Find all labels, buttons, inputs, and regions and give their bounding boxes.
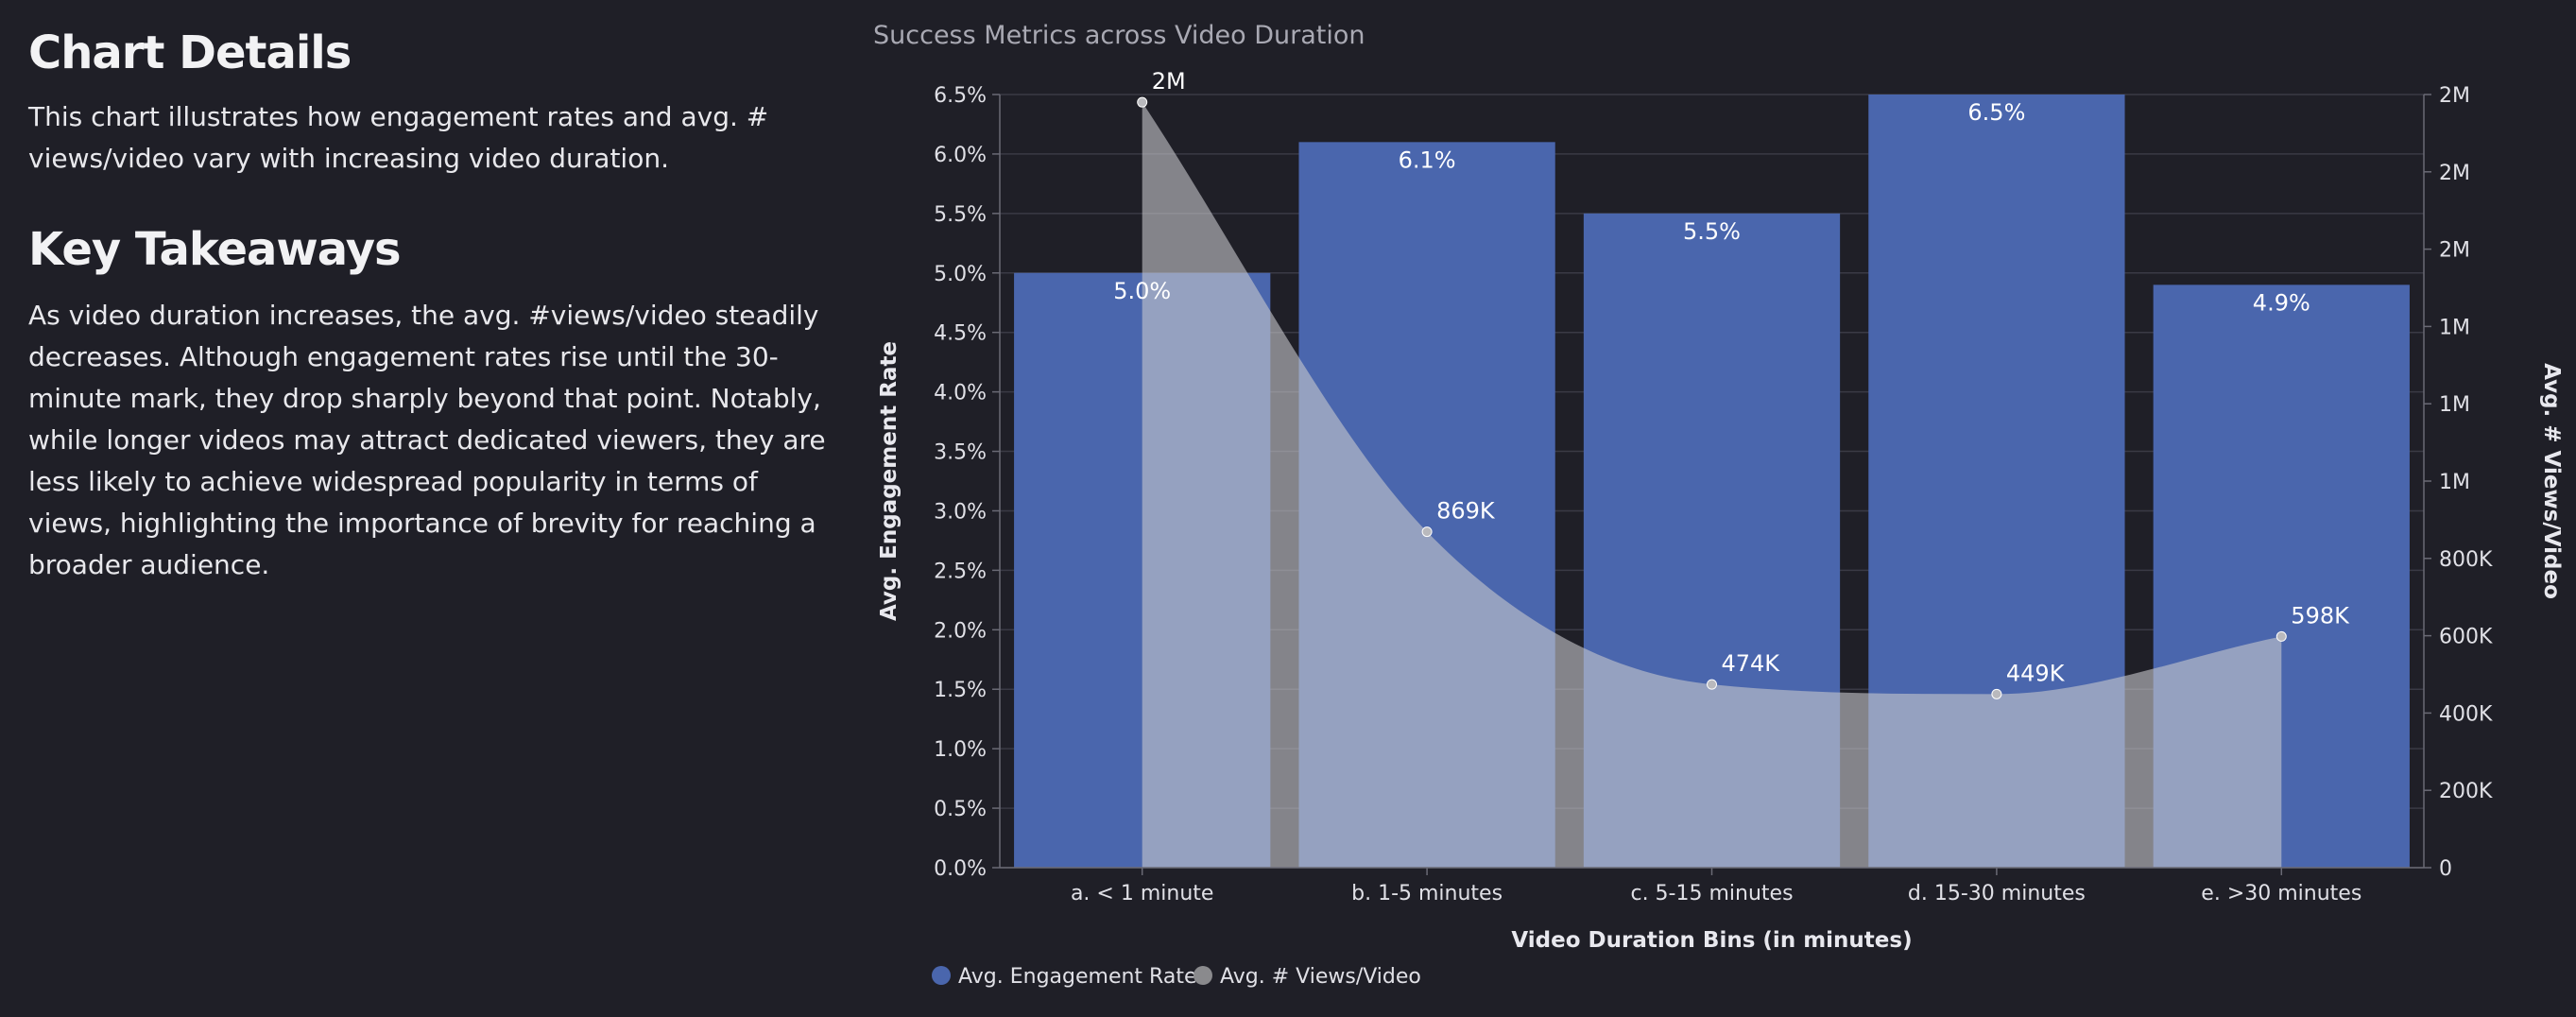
views-point: [1137, 96, 1148, 108]
views-point: [1707, 679, 1717, 690]
y-tick-label: 6.0%: [934, 144, 987, 167]
y2-tick-label: 2M: [2439, 239, 2470, 263]
y-tick-label: 2.5%: [934, 560, 987, 583]
y-tick-label: 0.5%: [934, 798, 987, 821]
y2-tick-label: 200K: [2439, 780, 2493, 803]
y-tick-label: 1.0%: [934, 738, 987, 762]
y2-tick-label: 600K: [2439, 626, 2493, 649]
chart-title: Success Metrics across Video Duration: [873, 21, 1365, 50]
y2-tick-label: 1M: [2439, 316, 2470, 339]
legend-item-views-label: Avg. # Views/Video: [1220, 965, 1421, 989]
views-area: [1142, 102, 2282, 869]
axes: 0.0% 0.5% 1.0% 1.5% 2.0% 2.5% 3.0% 3.5% 4.0% 4.5%…: [934, 84, 2493, 905]
area-series: [1137, 96, 2287, 869]
y2-tick-label: 2M: [2439, 162, 2470, 185]
x-tick-label: a. < 1 minute: [1071, 882, 1213, 905]
chart-details-text: This chart illustrates how engagement ra…: [28, 101, 769, 174]
y-tick-label: 4.5%: [934, 322, 987, 346]
y2-tick-label: 1M: [2439, 393, 2470, 417]
bar-data-label: 5.0%: [1113, 278, 1171, 304]
x-tick-label: c. 5-15 minutes: [1630, 882, 1793, 905]
chart-details-heading: Chart Details: [28, 26, 352, 79]
combo-chart: Success Metrics across Video Duration 5.…: [873, 21, 2564, 989]
x-axis-title: Video Duration Bins (in minutes): [1511, 928, 1912, 953]
views-point: [1421, 526, 1433, 538]
legend-item-views[interactable]: Avg. # Views/Video: [1194, 965, 1421, 989]
y-tick-label: 5.0%: [934, 263, 987, 286]
y2-tick-label: 400K: [2439, 702, 2493, 726]
x-tick-label: e. >30 minutes: [2201, 882, 2361, 905]
views-data-label: 2M: [1152, 68, 1186, 95]
y-axis-title: Avg. Engagement Rate: [877, 341, 902, 621]
legend[interactable]: Avg. Engagement Rate Avg. # Views/Video: [932, 965, 1421, 989]
y2-tick-label: 1M: [2439, 471, 2470, 494]
y2-axis-title: Avg. # Views/Video: [2539, 363, 2564, 599]
bar-data-label: 6.1%: [1399, 147, 1456, 173]
bar-data-label: 4.9%: [2253, 289, 2310, 316]
y-tick-label: 5.5%: [934, 203, 987, 227]
views-data-label: 449K: [2006, 660, 2066, 686]
y-tick-label: 6.5%: [934, 84, 987, 108]
data-labels: 5.0% 6.1% 5.5% 6.5% 4.9% 2M 869K 474K 449K 598K: [1113, 68, 2350, 686]
key-takeaways-text: As video duration increases, the avg. #v…: [28, 300, 826, 580]
x-tick-label: b. 1-5 minutes: [1351, 882, 1503, 905]
y2-tick-label: 2M: [2439, 84, 2470, 108]
views-point: [2275, 630, 2287, 642]
y-tick-label: 4.0%: [934, 382, 987, 405]
y-tick-label: 2.0%: [934, 619, 987, 643]
chart-container: Success Metrics across Video Duration 5.…: [869, 0, 2576, 1017]
bar-data-label: 6.5%: [1967, 99, 2025, 126]
views-data-label: 474K: [1722, 650, 1781, 677]
legend-item-engagement-label: Avg. Engagement Rate: [958, 965, 1197, 989]
legend-item-engagement-swatch: [932, 966, 951, 985]
views-data-label: 869K: [1436, 498, 1496, 525]
y-tick-label: 1.5%: [934, 679, 987, 702]
key-takeaways-heading: Key Takeaways: [28, 223, 402, 276]
views-data-label: 598K: [2291, 602, 2350, 629]
bar-data-label: 5.5%: [1683, 218, 1741, 245]
legend-item-views-swatch: [1194, 966, 1212, 985]
y2-tick-label: 800K: [2439, 548, 2493, 572]
y-tick-label: 0.0%: [934, 857, 987, 881]
y-tick-label: 3.0%: [934, 500, 987, 524]
views-point: [1991, 688, 2002, 699]
legend-item-engagement[interactable]: Avg. Engagement Rate: [932, 965, 1197, 989]
x-tick-label: d. 15-30 minutes: [1908, 882, 2086, 905]
y-tick-label: 3.5%: [934, 441, 987, 465]
chart-details-panel: Chart Details This chart illustrates how…: [28, 26, 841, 586]
y2-tick-label: 0: [2439, 857, 2452, 881]
